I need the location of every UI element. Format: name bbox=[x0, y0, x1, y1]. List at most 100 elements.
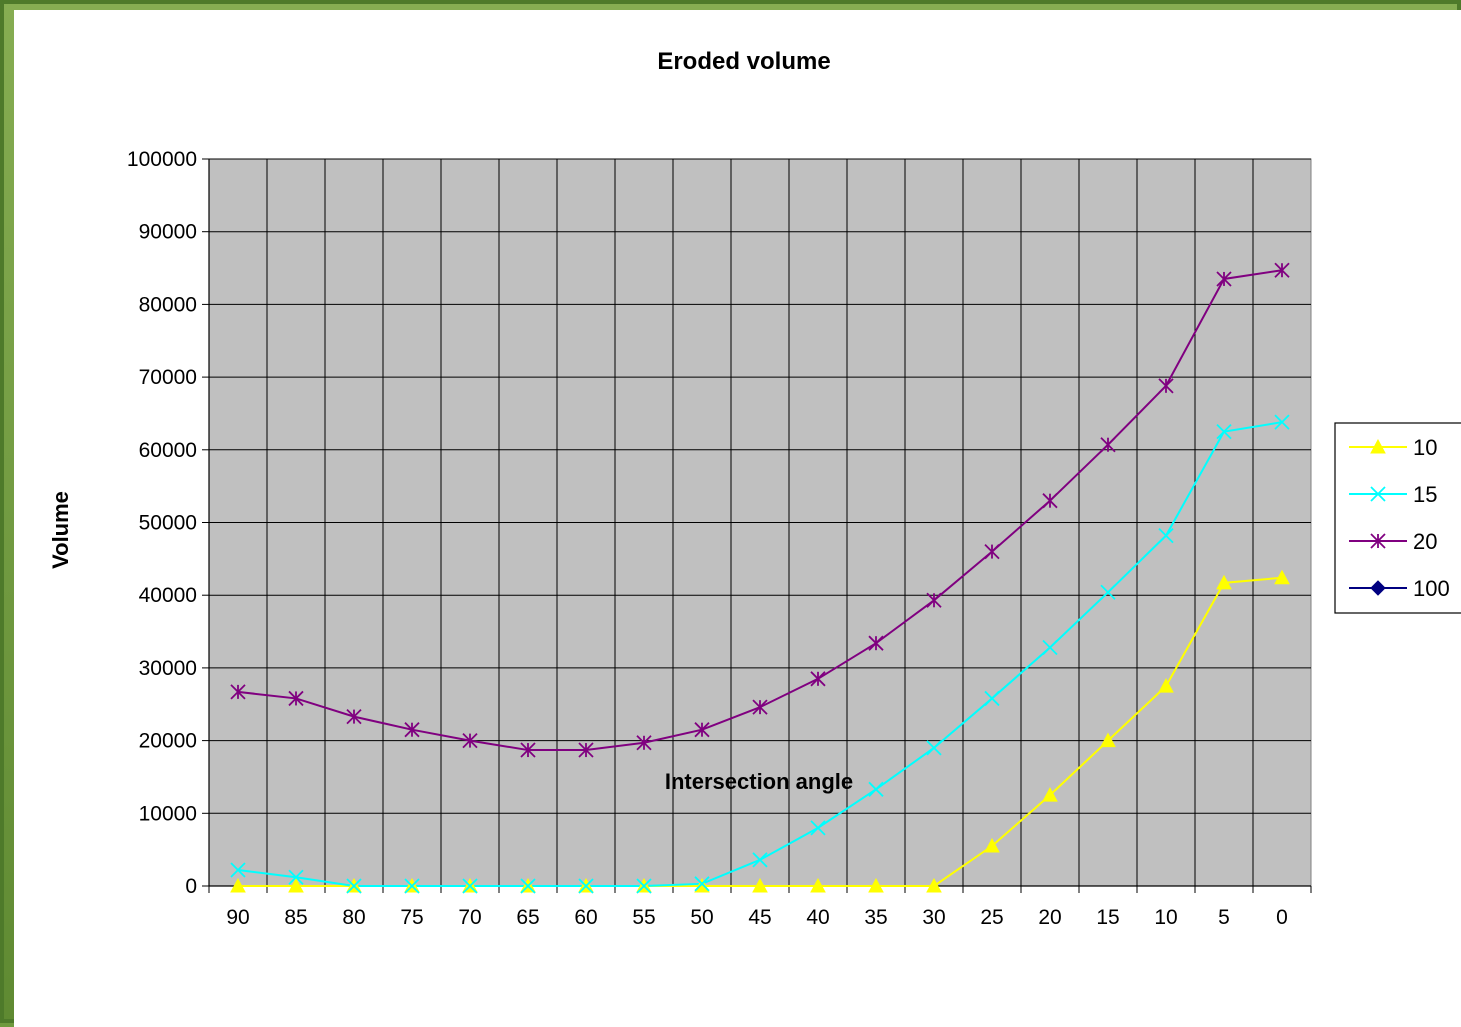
marker-stroke bbox=[1042, 639, 1058, 656]
data-point-15 bbox=[578, 878, 594, 894]
x-tick-label: 35 bbox=[864, 906, 887, 929]
data-point-15 bbox=[1042, 639, 1058, 656]
legend-entry-100: 100 bbox=[1349, 576, 1450, 601]
y-tick-label: 10000 bbox=[139, 802, 197, 825]
marker-shape bbox=[288, 877, 304, 893]
data-point-20 bbox=[288, 690, 304, 707]
y-tick-label: 0 bbox=[185, 875, 197, 898]
data-point-15 bbox=[926, 740, 942, 756]
legend-entry-15: 15 bbox=[1349, 482, 1437, 507]
y-tick-label: 90000 bbox=[139, 221, 197, 244]
marker-shape bbox=[1370, 580, 1386, 596]
data-point-10 bbox=[926, 877, 942, 893]
marker-stroke bbox=[752, 852, 768, 868]
data-point-20 bbox=[1042, 493, 1058, 509]
data-point-20 bbox=[1216, 271, 1232, 287]
data-point-20 bbox=[404, 722, 420, 738]
marker-shape bbox=[1216, 574, 1232, 590]
axes: 0 10000 20000 30000 40000 50000 60000 70000 8000… bbox=[127, 148, 1312, 929]
data-point-20 bbox=[752, 699, 768, 715]
marker-stroke bbox=[346, 878, 362, 894]
marker-shape bbox=[694, 877, 710, 893]
data-point-10 bbox=[1158, 678, 1174, 693]
marker-stroke bbox=[462, 878, 478, 894]
data-point-15 bbox=[984, 690, 1000, 707]
marker-stroke bbox=[868, 781, 884, 797]
data-point-10 bbox=[984, 837, 1000, 853]
data-point-20 bbox=[810, 671, 826, 687]
x-tick-label: 45 bbox=[748, 906, 771, 929]
data-point-20 bbox=[926, 592, 942, 608]
chart-title: Eroded volume bbox=[657, 48, 830, 75]
marker-shape bbox=[984, 837, 1000, 853]
y-tick-label: 40000 bbox=[139, 584, 197, 607]
data-point-10 bbox=[694, 877, 710, 893]
data-point-10 bbox=[230, 877, 246, 893]
legend-entry-20: 20 bbox=[1349, 529, 1437, 554]
x-tick-label: 65 bbox=[516, 906, 539, 929]
y-tick-label: 80000 bbox=[139, 293, 197, 316]
marker-stroke bbox=[636, 878, 652, 894]
marker-shape bbox=[1100, 732, 1116, 748]
data-point-15 bbox=[1158, 527, 1174, 544]
x-axis-title: Intersection angle bbox=[665, 769, 853, 794]
x-tick-label: 40 bbox=[806, 906, 829, 929]
x-tick-label: 60 bbox=[574, 906, 597, 929]
marker-shape bbox=[752, 877, 768, 893]
marker-shape bbox=[926, 877, 942, 893]
data-point-15 bbox=[1216, 423, 1232, 440]
marker-stroke bbox=[230, 862, 246, 878]
data-point-15 bbox=[346, 878, 362, 894]
marker-shape bbox=[1042, 787, 1058, 802]
x-tick-label: 20 bbox=[1038, 906, 1061, 929]
marker-stroke bbox=[810, 820, 826, 836]
data-point-15 bbox=[404, 878, 420, 894]
marker-stroke bbox=[984, 690, 1000, 707]
data-point-10 bbox=[1100, 732, 1116, 748]
data-point-20 bbox=[984, 543, 1000, 560]
marker-shape bbox=[1370, 438, 1386, 454]
y-tick-label: 30000 bbox=[139, 657, 197, 680]
legend-label: 20 bbox=[1413, 529, 1437, 554]
data-point-10 bbox=[1274, 569, 1290, 585]
legend-label: 100 bbox=[1413, 576, 1450, 601]
line-chart: Eroded volume 0 10000 20000 30000 40000 50000… bbox=[48, 48, 1461, 929]
marker-stroke bbox=[694, 876, 710, 892]
data-point-20 bbox=[520, 742, 536, 758]
x-tick-label: 5 bbox=[1218, 906, 1230, 929]
marker-stroke bbox=[1100, 584, 1116, 600]
data-point-20 bbox=[1100, 437, 1116, 453]
marker-shape bbox=[810, 877, 826, 893]
data-point-15 bbox=[288, 869, 304, 885]
x-tick-label: 15 bbox=[1096, 906, 1119, 929]
marker-shape bbox=[868, 877, 884, 893]
data-point-20 bbox=[230, 684, 246, 700]
legend-marker bbox=[1370, 486, 1386, 502]
gridlines bbox=[209, 158, 1311, 886]
x-tick-label: 10 bbox=[1154, 906, 1177, 929]
y-tick-label: 100000 bbox=[127, 148, 197, 171]
x-tick-label: 70 bbox=[458, 906, 481, 929]
legend-marker bbox=[1370, 533, 1386, 549]
marker-stroke bbox=[404, 878, 420, 894]
data-point-20 bbox=[868, 635, 884, 651]
data-point-10 bbox=[1216, 574, 1232, 590]
series-layer bbox=[230, 262, 1290, 894]
data-point-10 bbox=[868, 877, 884, 893]
data-point-15 bbox=[752, 852, 768, 868]
data-point-15 bbox=[1274, 414, 1290, 430]
y-tick-label: 60000 bbox=[139, 439, 197, 462]
x-tick-label: 25 bbox=[980, 906, 1003, 929]
x-tick-label: 85 bbox=[284, 906, 307, 929]
legend-label: 10 bbox=[1413, 435, 1437, 460]
marker-stroke bbox=[1216, 423, 1232, 440]
data-point-20 bbox=[1158, 378, 1174, 394]
y-tick-label: 70000 bbox=[139, 366, 197, 389]
data-point-10 bbox=[810, 877, 826, 893]
data-point-15 bbox=[1100, 584, 1116, 600]
data-point-20 bbox=[636, 735, 652, 751]
legend-label: 15 bbox=[1413, 482, 1437, 507]
data-point-15 bbox=[230, 862, 246, 878]
marker-shape bbox=[230, 877, 246, 893]
